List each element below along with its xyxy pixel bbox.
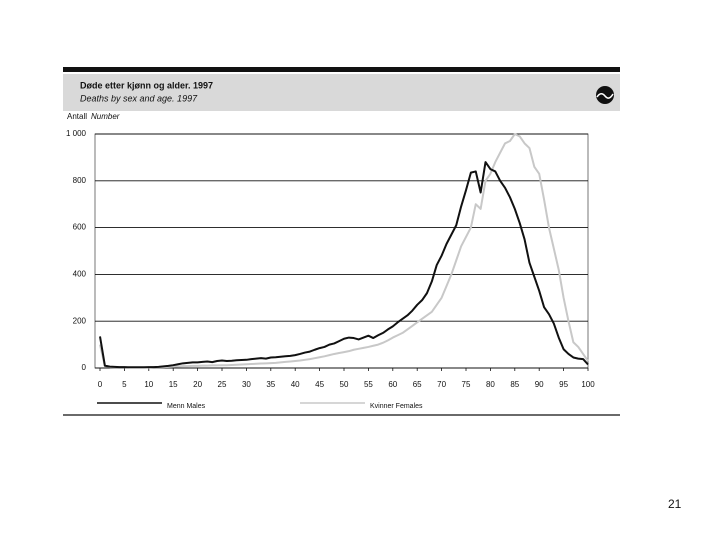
x-tick-label: 25 bbox=[218, 380, 227, 389]
x-tick-label: 10 bbox=[144, 380, 153, 389]
x-tick-label: 40 bbox=[291, 380, 300, 389]
x-tick-label: 50 bbox=[340, 380, 349, 389]
x-tick-label: 5 bbox=[122, 380, 127, 389]
x-tick-label: 95 bbox=[559, 380, 568, 389]
legend-label: Kvinner Females bbox=[370, 403, 423, 410]
header-band bbox=[63, 74, 620, 111]
x-tick-label: 15 bbox=[169, 380, 178, 389]
top-rule bbox=[63, 67, 620, 72]
y-tick-label: 800 bbox=[73, 176, 87, 185]
y-tick-label: 1 000 bbox=[66, 129, 87, 138]
x-tick-label: 75 bbox=[462, 380, 471, 389]
x-tick-label: 20 bbox=[193, 380, 202, 389]
x-tick-label: 30 bbox=[242, 380, 251, 389]
page-number: 21 bbox=[668, 497, 682, 511]
plot-frame bbox=[94, 133, 589, 369]
y-axis-label-en: Number bbox=[91, 112, 120, 121]
x-tick-label: 55 bbox=[364, 380, 373, 389]
x-tick-label: 100 bbox=[581, 380, 595, 389]
x-tick-label: 65 bbox=[413, 380, 422, 389]
data-line bbox=[99, 161, 589, 369]
x-tick-label: 85 bbox=[510, 380, 519, 389]
x-tick-label: 60 bbox=[388, 380, 397, 389]
x-tick-label: 35 bbox=[266, 380, 275, 389]
logo bbox=[596, 86, 614, 104]
x-tick-label: 80 bbox=[486, 380, 495, 389]
y-tick-label: 400 bbox=[73, 270, 87, 279]
x-tick-label: 70 bbox=[437, 380, 446, 389]
y-tick-label: 200 bbox=[73, 316, 87, 325]
x-tick-label: 90 bbox=[535, 380, 544, 389]
legend-label: Menn Males bbox=[167, 403, 206, 410]
chart-title: Døde etter kjønn og alder. 1997 bbox=[80, 80, 213, 90]
y-axis-label: Antall bbox=[67, 112, 87, 121]
chart-subtitle: Deaths by sex and age. 1997 bbox=[80, 93, 198, 103]
data-line bbox=[99, 133, 589, 369]
x-tick-label: 45 bbox=[315, 380, 324, 389]
x-tick-label: 0 bbox=[98, 380, 103, 389]
y-tick-label: 600 bbox=[73, 223, 87, 232]
y-tick-label: 0 bbox=[82, 363, 87, 372]
